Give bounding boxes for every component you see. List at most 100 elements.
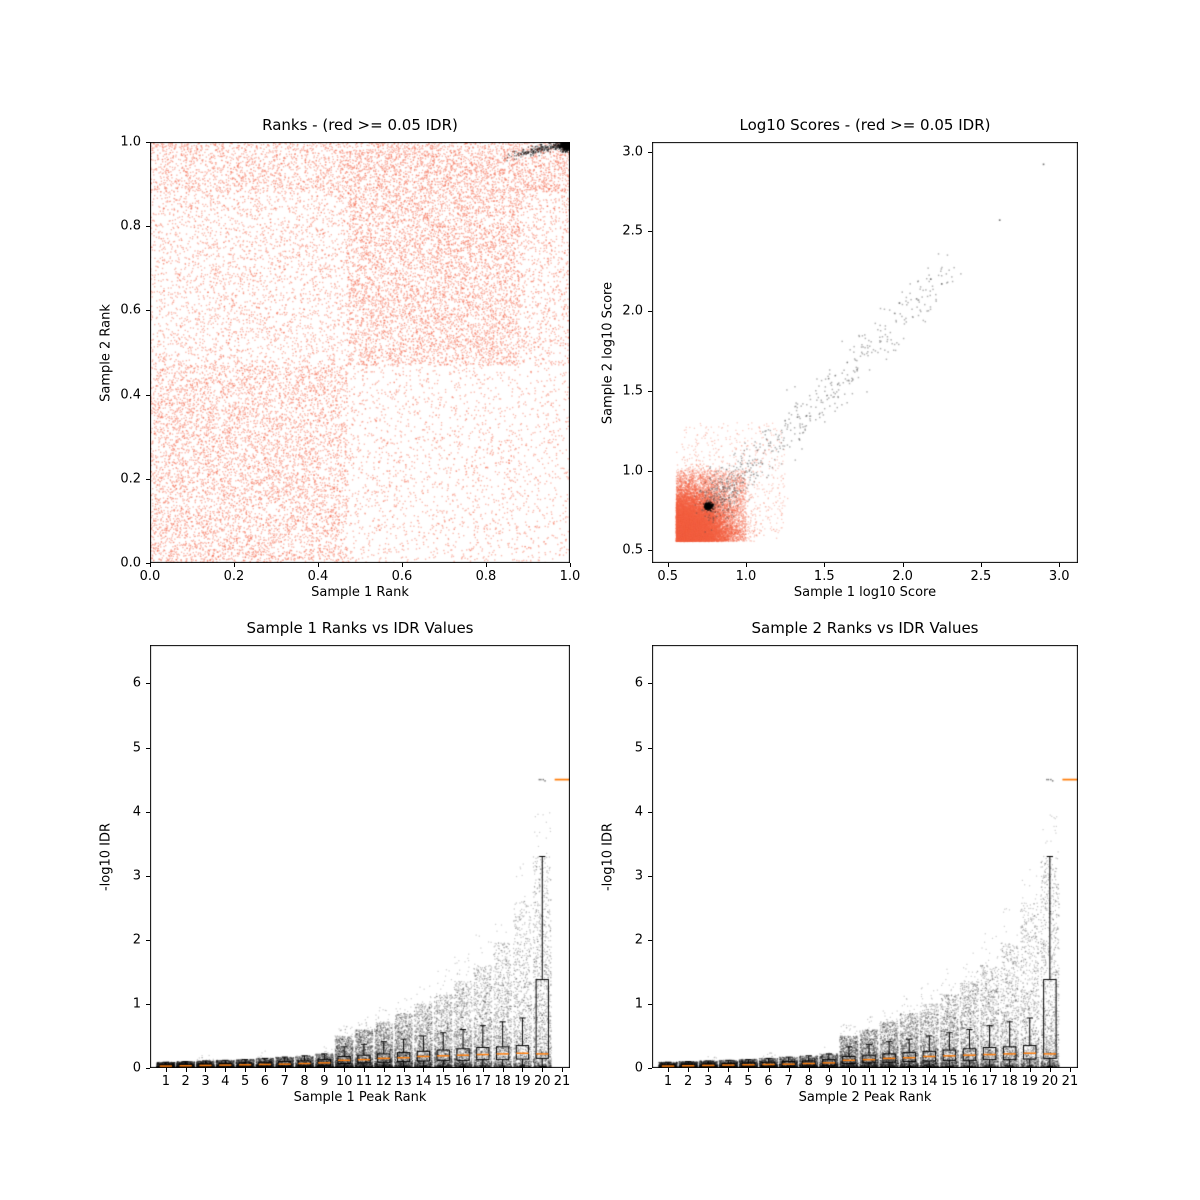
x-tick-mark: [688, 1068, 690, 1072]
x-tick-mark: [668, 1068, 670, 1072]
x-tick-mark: [768, 1068, 770, 1072]
plot-area-sample2-idr: [652, 645, 1078, 1068]
x-tick-mark: [748, 1068, 750, 1072]
y-tick-label: 1.0: [622, 463, 643, 478]
x-tick-label: 14: [921, 1074, 938, 1089]
y-tick-label: 0.4: [120, 387, 141, 403]
x-tick-label: 21: [553, 1074, 571, 1089]
x-tick-mark: [788, 1068, 790, 1072]
y-tick-label: 2: [132, 932, 141, 948]
plot-title: Sample 2 Ranks vs IDR Values: [751, 619, 979, 637]
x-tick-mark: [234, 563, 235, 567]
x-tick-label: 6: [764, 1074, 773, 1089]
x-tick-label: 11: [355, 1074, 373, 1089]
x-tick-mark: [902, 563, 904, 567]
x-tick-label: 3: [201, 1074, 210, 1089]
y-tick-label: 0.8: [120, 218, 141, 234]
x-tick-label: 8: [300, 1074, 309, 1089]
x-tick-mark: [205, 1068, 207, 1072]
plot-title: Ranks - (red >= 0.05 IDR): [262, 116, 458, 134]
x-tick-label: 17: [981, 1074, 998, 1089]
x-tick-label: 6: [260, 1074, 270, 1089]
y-axis-label: Sample 2 Rank: [98, 303, 114, 402]
x-tick-label: 19: [1021, 1074, 1039, 1089]
x-tick-mark: [522, 1068, 524, 1072]
x-tick-label: 4: [221, 1074, 230, 1089]
x-tick-label: 7: [280, 1074, 289, 1089]
x-tick-label: 21: [1061, 1074, 1079, 1089]
x-axis-label: Sample 2 Peak Rank: [798, 1090, 932, 1105]
y-tick-label: 0.6: [120, 302, 141, 318]
x-tick-mark: [728, 1068, 730, 1072]
y-tick-mark: [146, 1068, 150, 1069]
plot-area-ranks: [150, 142, 570, 563]
x-tick-label: 2.5: [970, 569, 992, 584]
x-tick-label: 13: [395, 1074, 412, 1089]
x-tick-label: 9: [320, 1074, 329, 1089]
y-tick-label: 3: [132, 868, 141, 884]
x-tick-mark: [562, 1068, 564, 1072]
y-tick-label: 6: [132, 675, 141, 691]
subplot-log10-scores: Log10 Scores - (red >= 0.05 IDR) 0.5 1.0 1…: [601, 118, 1078, 599]
x-tick-mark: [889, 1068, 891, 1072]
y-tick-label: 3.0: [622, 144, 643, 160]
subplot-sample1-rank-idr: Sample 1 Ranks vs IDR Values 1 2 3 4 5 6 7 8 9 10…: [99, 621, 571, 1105]
x-tick-label: 10: [335, 1074, 353, 1089]
x-tick-label: 1.0: [735, 569, 757, 584]
x-tick-mark: [1049, 1068, 1051, 1072]
x-tick-mark: [363, 1068, 365, 1072]
x-tick-mark: [443, 1068, 445, 1072]
x-tick-label: 20: [533, 1074, 551, 1089]
y-tick-label: 6: [634, 675, 643, 691]
x-tick-mark: [264, 1068, 266, 1072]
y-axis-label: -log10 IDR: [98, 822, 114, 891]
x-tick-mark: [486, 563, 487, 567]
x-tick-label: 0.0: [139, 569, 161, 584]
x-tick-label: 0.6: [391, 569, 413, 584]
x-tick-mark: [824, 563, 826, 567]
x-tick-label: 7: [784, 1074, 793, 1089]
x-tick-label: 11: [860, 1074, 878, 1089]
x-tick-label: 14: [415, 1074, 432, 1089]
x-tick-label: 1.5: [813, 569, 835, 584]
x-tick-label: 16: [454, 1074, 472, 1089]
x-tick-mark: [245, 1068, 247, 1072]
x-tick-mark: [808, 1068, 810, 1072]
x-tick-mark: [570, 563, 571, 567]
plot-title: Log10 Scores - (red >= 0.05 IDR): [739, 116, 991, 134]
x-tick-mark: [869, 1068, 871, 1072]
x-axis-label: Sample 1 log10 Score: [793, 585, 937, 600]
x-tick-label: 15: [941, 1074, 958, 1089]
x-tick-label: 2: [684, 1074, 693, 1089]
plot-area-sample1-idr: [150, 645, 570, 1068]
y-tick-label: 2.5: [622, 223, 643, 239]
x-tick-label: 1: [161, 1074, 170, 1089]
x-tick-mark: [403, 1068, 405, 1072]
x-tick-label: 1: [663, 1074, 673, 1089]
y-tick-label: 1: [634, 996, 643, 1012]
y-tick-label: 0: [634, 1060, 643, 1076]
x-tick-label: 20: [1041, 1074, 1059, 1089]
y-tick-label: 0.5: [622, 542, 643, 558]
y-axis-label: Sample 2 log10 Score: [600, 281, 616, 424]
subplot-ranks-scatter: Ranks - (red >= 0.05 IDR) 0.0 0.2 0.4 0.6 0.…: [99, 118, 581, 600]
x-tick-label: 5: [744, 1074, 753, 1089]
x-tick-mark: [745, 563, 747, 567]
x-tick-mark: [969, 1068, 971, 1072]
x-tick-label: 18: [1001, 1074, 1018, 1089]
y-tick-mark: [146, 563, 150, 564]
y-tick-label: 1.5: [622, 383, 643, 399]
subplot-sample2-rank-idr: Sample 2 Ranks vs IDR Values 1 2 3 4 5 6 7 8 9 10…: [601, 621, 1079, 1105]
x-tick-mark: [402, 563, 403, 567]
y-tick-label: 0.2: [120, 471, 141, 487]
x-tick-label: 15: [434, 1074, 452, 1089]
x-tick-mark: [989, 1068, 991, 1072]
x-tick-mark: [848, 1068, 850, 1072]
x-tick-label: 2: [181, 1074, 190, 1089]
x-tick-mark: [1069, 1068, 1071, 1072]
x-tick-mark: [318, 563, 319, 567]
x-tick-mark: [165, 1068, 167, 1072]
x-tick-label: 0.5: [657, 569, 678, 584]
x-tick-mark: [542, 1068, 544, 1072]
